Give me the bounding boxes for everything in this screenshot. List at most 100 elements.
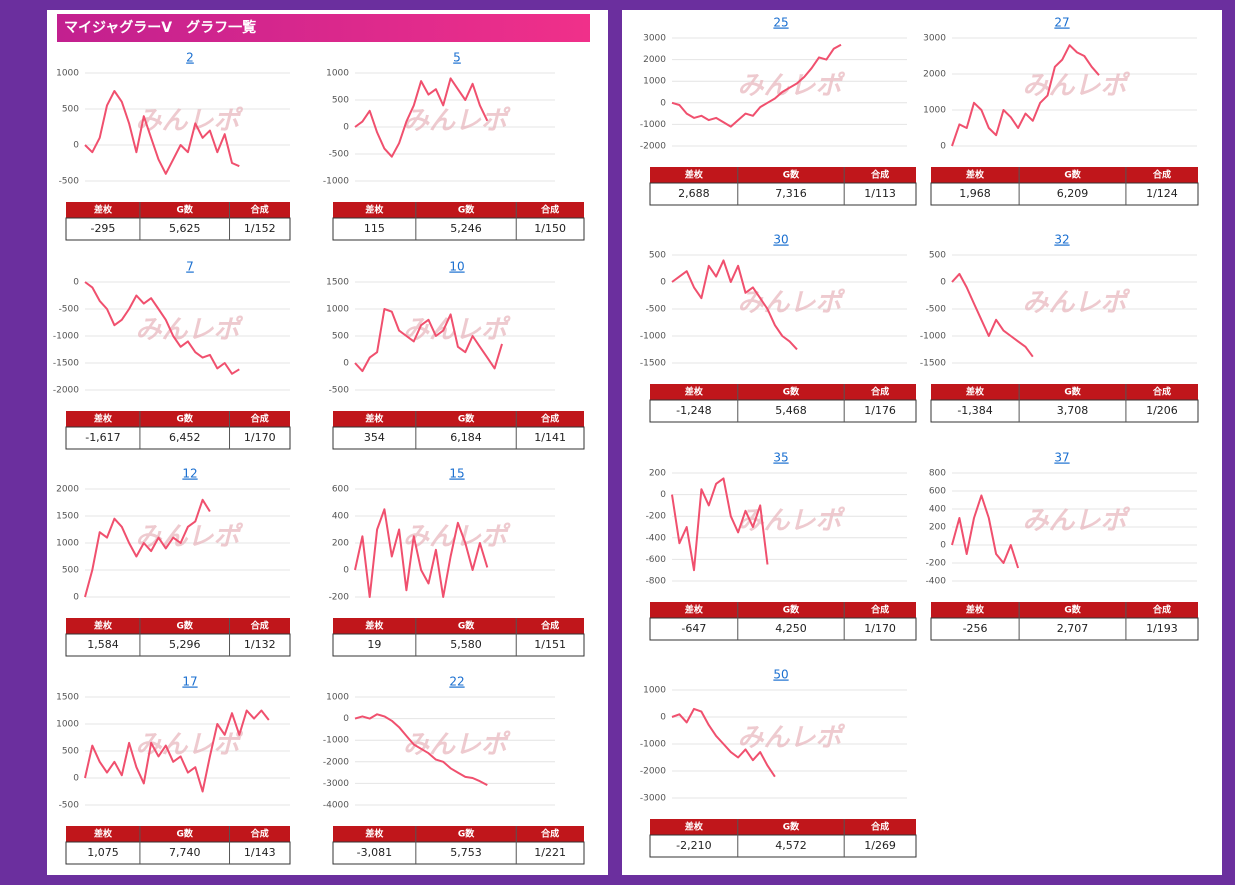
y-tick-label: 1500	[56, 512, 79, 522]
chart-title-link[interactable]: 32	[1054, 233, 1069, 247]
y-tick-label: -200	[329, 593, 350, 603]
y-tick-label: -500	[59, 177, 80, 187]
y-tick-label: 0	[343, 566, 349, 576]
chart-title-link[interactable]: 25	[773, 16, 788, 30]
y-tick-label: -1000	[640, 120, 666, 130]
y-tick-label: -500	[59, 305, 80, 315]
y-tick-label: 500	[62, 747, 79, 757]
y-tick-label: -1500	[920, 359, 946, 369]
y-tick-label: 200	[332, 539, 349, 549]
table-cell: 2,688	[678, 187, 710, 200]
table-header-cell: 差枚	[365, 828, 384, 840]
table-header-cell: 差枚	[685, 821, 704, 833]
y-tick-label: 3000	[923, 34, 946, 44]
table-header-cell: 差枚	[685, 386, 704, 398]
y-tick-label: -2000	[53, 386, 79, 396]
y-tick-label: -800	[646, 577, 667, 587]
y-tick-label: 1000	[326, 305, 349, 315]
y-tick-label: 0	[660, 98, 666, 108]
table-cell: 354	[364, 431, 385, 444]
chart-title-link[interactable]: 2	[186, 51, 194, 65]
y-tick-label: 600	[929, 487, 946, 497]
table-cell: 1/141	[534, 431, 566, 444]
y-tick-label: -200	[926, 559, 947, 569]
chart-title-link[interactable]: 12	[182, 467, 197, 481]
y-tick-label: -1000	[53, 332, 79, 342]
table-cell: 6,452	[169, 431, 201, 444]
y-tick-label: -2000	[640, 767, 666, 777]
watermark: みんレポ	[737, 723, 845, 753]
table-header-cell: 合成	[250, 828, 269, 840]
y-tick-label: -500	[329, 386, 350, 396]
table-header-cell: 差枚	[94, 828, 113, 840]
table-cell: 7,316	[775, 187, 807, 200]
y-tick-label: -1500	[53, 359, 79, 369]
table-cell: 6,184	[450, 431, 482, 444]
y-tick-label: -400	[926, 577, 947, 587]
chart-title-link[interactable]: 5	[453, 51, 461, 65]
table-cell: 1/170	[864, 622, 896, 635]
table-cell: 5,625	[169, 222, 201, 235]
y-tick-label: 1000	[56, 69, 79, 79]
data-line	[84, 498, 211, 598]
table-header-cell: 差枚	[94, 620, 113, 632]
table-row	[65, 841, 291, 865]
table-header-cell: 差枚	[685, 604, 704, 616]
chart-title-link[interactable]: 50	[773, 668, 788, 682]
table-cell: 2,707	[1057, 622, 1089, 635]
chart-title-link[interactable]: 37	[1054, 451, 1069, 465]
table-cell: 1,584	[87, 638, 119, 651]
chart-title-link[interactable]: 7	[186, 260, 194, 274]
table-row	[649, 182, 917, 206]
y-tick-label: 1000	[326, 693, 349, 703]
chart-title-link[interactable]: 10	[449, 260, 464, 274]
y-tick-label: 1000	[923, 106, 946, 116]
data-line	[671, 259, 798, 351]
watermark: みんレポ	[737, 506, 845, 536]
table-header-cell: 合成	[870, 604, 889, 616]
y-tick-label: 0	[73, 774, 79, 784]
table-header-cell: 合成	[540, 620, 559, 632]
y-tick-label: 500	[62, 105, 79, 115]
chart-title-link[interactable]: 15	[449, 467, 464, 481]
watermark: みんレポ	[403, 730, 511, 760]
chart-title-link[interactable]: 35	[773, 451, 788, 465]
table-cell: 1/132	[244, 638, 276, 651]
table-cell: 1/221	[534, 846, 566, 859]
table-header	[931, 384, 1198, 400]
table-header-cell: 差枚	[365, 620, 384, 632]
table-header	[650, 819, 916, 835]
table-header-cell: 合成	[250, 620, 269, 632]
y-tick-label: 1000	[326, 69, 349, 79]
chart-title-link[interactable]: 17	[182, 675, 197, 689]
table-row	[930, 399, 1199, 423]
chart-title-link[interactable]: 30	[773, 233, 788, 247]
y-tick-label: -1000	[920, 332, 946, 342]
watermark: みんレポ	[403, 106, 511, 136]
table-cell: 3,708	[1057, 404, 1089, 417]
table-header-cell: G数	[458, 413, 475, 425]
table-row	[649, 399, 917, 423]
y-tick-label: -1000	[640, 740, 666, 750]
table-header-cell: 差枚	[94, 204, 113, 216]
y-tick-label: 0	[343, 714, 349, 724]
table-header-cell: G数	[177, 620, 194, 632]
y-tick-label: -3000	[640, 794, 666, 804]
y-tick-label: 800	[929, 469, 946, 479]
header-bar	[57, 14, 590, 42]
y-tick-label: -600	[646, 555, 667, 565]
table-header-cell: G数	[458, 204, 475, 216]
y-tick-label: -2000	[640, 142, 666, 152]
y-tick-label: 0	[940, 142, 946, 152]
y-tick-label: -500	[329, 150, 350, 160]
table-header	[931, 167, 1198, 183]
table-header	[333, 202, 584, 218]
table-header-cell: 合成	[540, 413, 559, 425]
y-tick-label: -1000	[640, 332, 666, 342]
table-header-cell: G数	[177, 413, 194, 425]
table-header	[66, 411, 290, 427]
chart-title-link[interactable]: 27	[1054, 16, 1069, 30]
data-line	[84, 281, 240, 375]
chart-title-link[interactable]: 22	[449, 675, 464, 689]
